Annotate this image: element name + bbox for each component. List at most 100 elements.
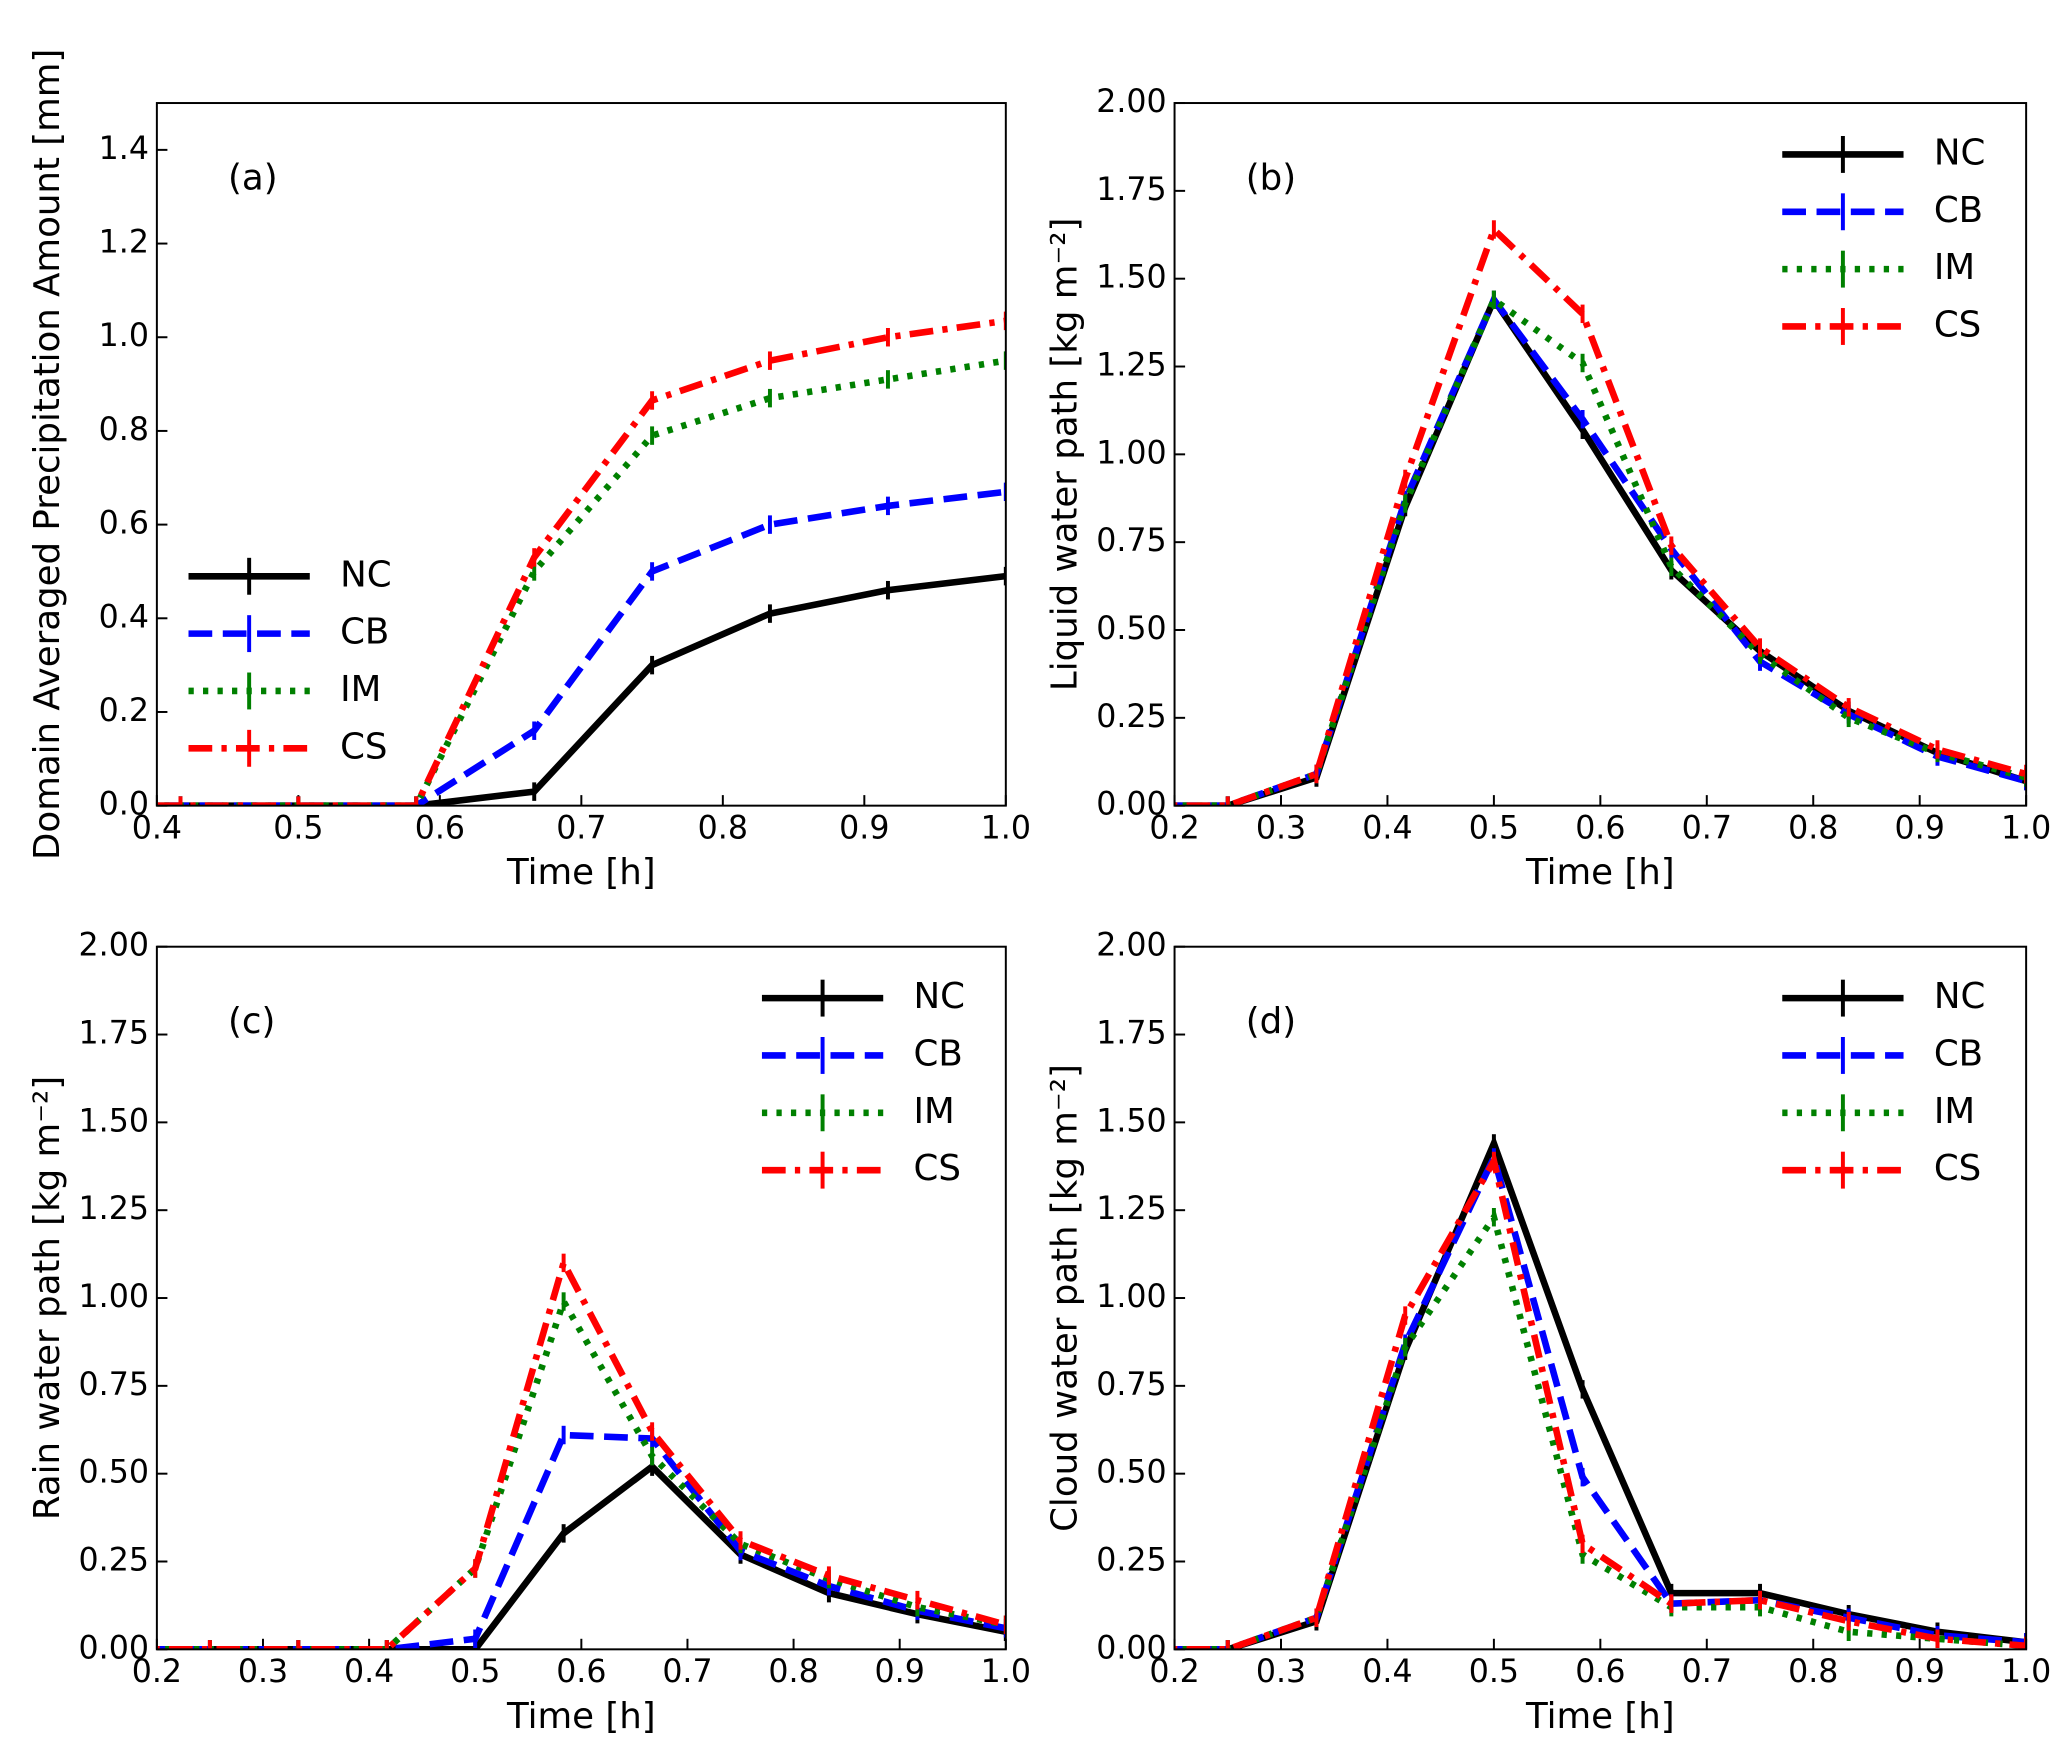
series-line: [1174, 1152, 2027, 1650]
legend-label: IM: [340, 669, 381, 710]
series-line: [1174, 1209, 2027, 1650]
x-tick-label: 0.9: [875, 1654, 925, 1690]
y-tick-label: 0.75: [1096, 1367, 1166, 1403]
y-tick-label: 0.50: [79, 1455, 149, 1491]
plot-area: [1174, 220, 2027, 806]
x-tick-label: 0.7: [662, 1654, 712, 1690]
y-tick-label: 1.25: [1096, 348, 1166, 384]
y-tick-label: 0.50: [1096, 1455, 1166, 1491]
legend-label: NC: [340, 554, 391, 595]
legend-label: NC: [914, 976, 965, 1017]
y-tick-label: 1.00: [79, 1279, 149, 1315]
legend-label: NC: [1934, 132, 1985, 173]
legend-label: CS: [1934, 304, 1981, 345]
x-tick-label: 0.6: [1575, 1654, 1625, 1690]
x-tick-label: 0.2: [132, 1654, 182, 1690]
legend-label: CB: [340, 612, 389, 653]
legend-label: NC: [1934, 976, 1985, 1017]
y-axis-label: Domain Averaged Precipitation Amount [mm…: [27, 49, 68, 860]
x-tick-label: 1.0: [2001, 1654, 2051, 1690]
y-tick-label: 0.50: [1096, 611, 1166, 647]
series-line: [1174, 223, 2027, 806]
x-tick-label: 1.0: [981, 810, 1031, 846]
series-line: [1174, 1148, 2027, 1650]
y-tick-label: 0.25: [79, 1543, 149, 1579]
x-tick-label: 0.8: [768, 1654, 818, 1690]
y-tick-label: 2.00: [79, 928, 149, 964]
x-tick-label: 0.8: [698, 810, 748, 846]
panel: 0.2 0.3 0.4 0.5 0.6 0.7 0.8 0.9 1.0 0.00 0.25 0.50 0…: [1044, 84, 2051, 893]
x-tick-label: 0.2: [1149, 1654, 1199, 1690]
x-tick-label: 0.4: [132, 810, 182, 846]
y-tick-label: 0.2: [99, 693, 149, 729]
x-tick-label: 0.4: [1362, 810, 1412, 846]
y-tick-label: 1.0: [99, 318, 149, 354]
x-tick-label: 0.2: [1149, 810, 1199, 846]
x-tick-label: 0.5: [1469, 1654, 1519, 1690]
y-tick-label: 2.00: [1096, 928, 1166, 964]
y-tick-label: 1.50: [1096, 1103, 1166, 1139]
y-axis-label: Rain water path [kg m⁻²]: [27, 1076, 68, 1520]
x-tick-label: 0.9: [839, 810, 889, 846]
axes-frame: [155, 102, 1007, 807]
x-tick-label: 0.9: [1895, 810, 1945, 846]
x-tick-label: 0.7: [1682, 1654, 1732, 1690]
y-tick-label: 1.4: [99, 131, 149, 167]
series-line: [156, 1254, 1006, 1650]
panel-label: (c): [228, 1001, 275, 1042]
y-tick-label: 0.0: [99, 787, 149, 823]
series-line: [156, 1431, 1006, 1650]
panel: 0.2 0.3 0.4 0.5 0.6 0.7 0.8 0.9 1.0 0.00 0.25 0.50 0…: [27, 928, 1031, 1737]
x-axis-label: Time [h]: [506, 1696, 656, 1737]
legend-label: IM: [1934, 1091, 1975, 1132]
x-tick-label: 0.3: [1256, 810, 1306, 846]
y-tick-label: 1.50: [1096, 260, 1166, 296]
x-tick-label: 0.8: [1788, 810, 1838, 846]
legend-label: CS: [1934, 1148, 1981, 1189]
y-tick-label: 0.00: [1096, 787, 1166, 823]
legend-label: IM: [914, 1091, 955, 1132]
y-axis-label: Cloud water path [kg m⁻²]: [1044, 1064, 1085, 1532]
y-tick-label: 0.25: [1096, 1543, 1166, 1579]
plot-area: [1174, 1134, 2027, 1650]
panel-label: (b): [1246, 157, 1296, 198]
plot-area: [156, 1253, 1006, 1650]
y-tick-label: 1.75: [1096, 1016, 1166, 1052]
y-tick-label: 1.00: [1096, 1279, 1166, 1315]
axes-frame: [155, 945, 1007, 1651]
axes-frame: [1173, 945, 2028, 1651]
y-tick-label: 0.75: [79, 1367, 149, 1403]
legend-label: CB: [1934, 1033, 1983, 1074]
axes-frame: [1173, 102, 2028, 807]
panel-label: (a): [228, 157, 278, 198]
y-tick-label: 0.00: [79, 1630, 149, 1666]
panel-label: (d): [1246, 1001, 1296, 1042]
x-tick-label: 1.0: [981, 1654, 1031, 1690]
x-tick-label: 1.0: [2001, 810, 2051, 846]
y-axis-label: Liquid water path [kg m⁻²]: [1044, 218, 1085, 691]
x-tick-label: 0.4: [344, 1654, 394, 1690]
legend-label: CB: [1934, 190, 1983, 231]
x-tick-label: 0.6: [415, 810, 465, 846]
x-tick-label: 0.6: [1575, 810, 1625, 846]
y-tick-label: 1.25: [1096, 1191, 1166, 1227]
plot-area: [156, 311, 1006, 806]
y-tick-label: 0.00: [1096, 1630, 1166, 1666]
y-tick-label: 0.8: [99, 412, 149, 448]
y-tick-label: 1.75: [79, 1016, 149, 1052]
x-axis-label: Time [h]: [1525, 1696, 1675, 1737]
y-tick-label: 1.2: [99, 225, 149, 261]
x-tick-label: 0.4: [1362, 1654, 1412, 1690]
y-tick-label: 0.75: [1096, 523, 1166, 559]
x-tick-label: 0.9: [1895, 1654, 1945, 1690]
series-line: [1174, 292, 2027, 806]
x-axis-label: Time [h]: [1525, 852, 1675, 893]
series-line: [156, 1462, 1006, 1650]
x-tick-label: 0.6: [556, 1654, 606, 1690]
panel: 0.2 0.3 0.4 0.5 0.6 0.7 0.8 0.9 1.0 0.00 0.25 0.50 0…: [1044, 928, 2051, 1737]
panel: 0.4 0.5 0.6 0.7 0.8 0.9 1.0 0.0 0.2 0.4 0.6 0.8 1.0 1…: [27, 49, 1031, 893]
y-tick-label: 0.6: [99, 506, 149, 542]
y-tick-label: 1.50: [79, 1103, 149, 1139]
x-axis-label: Time [h]: [506, 852, 656, 893]
